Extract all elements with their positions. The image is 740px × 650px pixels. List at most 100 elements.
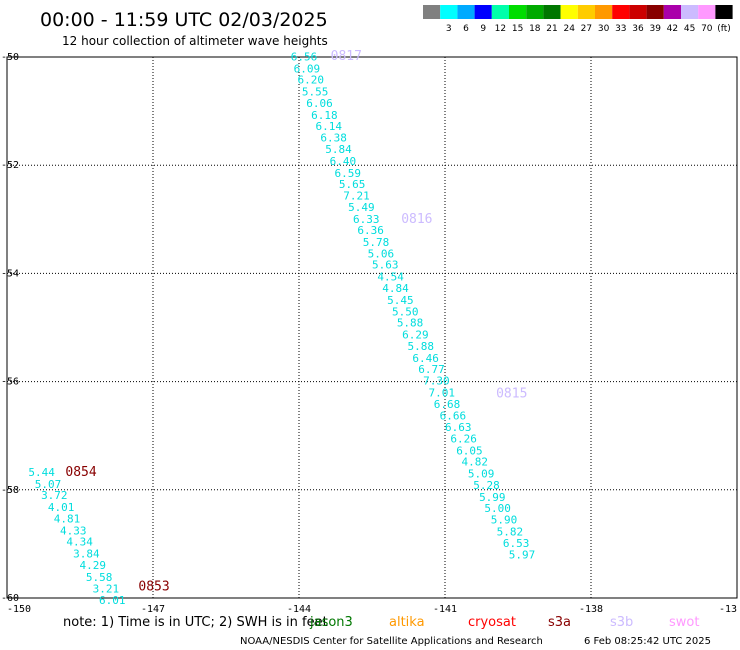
legend-swatch <box>629 5 647 19</box>
legend-swatch <box>543 5 561 19</box>
swh-value: 6.63 <box>445 421 472 434</box>
legend-swatch <box>491 5 509 19</box>
swh-value: 6.14 <box>316 120 343 133</box>
pass-time-label: 0853 <box>138 580 169 595</box>
swh-value: 5.90 <box>491 514 518 527</box>
swh-value: 6.56 <box>291 50 318 63</box>
swh-value: 6.53 <box>503 537 530 550</box>
pass-time-label: 0854 <box>65 465 96 480</box>
swh-value: 4.33 <box>60 524 86 537</box>
legend-label: 36 <box>632 24 644 34</box>
swh-value: 6.40 <box>330 155 357 168</box>
legend-swatch <box>440 5 458 19</box>
satellite-legend-jason3: jason3 <box>309 615 353 630</box>
y-tick-label: -54 <box>1 268 19 279</box>
swh-value: 6.29 <box>402 329 429 342</box>
swh-value: 5.49 <box>348 201 375 214</box>
legend-label: 42 <box>667 24 678 34</box>
legend-swatch <box>612 5 630 19</box>
swh-value: 4.54 <box>377 271 404 284</box>
legend-label: 27 <box>581 24 592 34</box>
swh-value: 5.63 <box>372 259 399 272</box>
color-legend: 3 6 9 12 15 18 21 24 27 30 33 36 39 42 45 70 (ft) <box>423 5 733 34</box>
swh-value: 7.21 <box>343 189 370 202</box>
swh-value: 3.21 <box>93 582 120 595</box>
swh-value: 5.50 <box>392 305 419 318</box>
swh-value: 6.20 <box>298 74 325 87</box>
legend-label: 39 <box>649 24 661 34</box>
chart-subtitle: 12 hour collection of altimeter wave hei… <box>62 34 328 48</box>
satellite-legend: jason3 altika cryosat s3a s3b swot <box>309 615 699 630</box>
legend-label: 9 <box>480 24 486 34</box>
legend-swatch <box>423 5 441 19</box>
swh-value: 4.81 <box>54 512 81 525</box>
pass-time-label: 0815 <box>496 387 527 402</box>
swh-value: 6.66 <box>440 410 467 423</box>
legend-swatch <box>560 5 578 19</box>
legend-swatch <box>646 5 664 19</box>
y-tick-label: -58 <box>1 485 19 496</box>
swh-value: 4.29 <box>80 559 107 572</box>
grid-lines <box>7 57 737 598</box>
swh-value: 5.55 <box>302 86 329 99</box>
x-tick-label: -150 <box>7 604 31 615</box>
legend-label: 15 <box>512 24 523 34</box>
pass-time-label: 0816 <box>401 212 432 227</box>
legend-label: 33 <box>615 24 626 34</box>
legend-label: 3 <box>446 24 452 34</box>
legend-label: 70 <box>701 24 713 34</box>
legend-label: 24 <box>563 24 575 34</box>
footer: note: 1) Time is in UTC; 2) SWH is in fe… <box>63 615 711 647</box>
swh-value: 4.84 <box>382 282 409 295</box>
y-tick-label: -60 <box>1 593 19 604</box>
swh-value: 7.01 <box>428 386 455 399</box>
legend-label: 6 <box>463 24 469 34</box>
satellite-legend-swot: swot <box>669 615 699 630</box>
swh-value: 3.72 <box>41 489 68 502</box>
swh-values: 6.566.096.205.556.066.186.146.385.846.40… <box>28 50 535 607</box>
legend-swatch <box>509 5 527 19</box>
y-tick-labels: -50 -52 -54 -56 -58 -60 <box>1 52 19 604</box>
plot-frame <box>6 56 738 599</box>
x-tick-label: -147 <box>141 604 165 615</box>
swh-value: 6.59 <box>335 167 362 180</box>
legend-label: 45 <box>684 24 695 34</box>
swh-value: 6.18 <box>311 109 338 122</box>
legend-swatch <box>526 5 544 19</box>
swh-value: 6.05 <box>456 444 483 457</box>
swh-value: 5.99 <box>479 491 506 504</box>
legend-swatch <box>715 5 733 19</box>
legend-swatch <box>698 5 716 19</box>
swh-value: 5.78 <box>363 236 390 249</box>
swh-value: 5.44 <box>28 466 55 479</box>
legend-swatch <box>457 5 475 19</box>
x-tick-label: -141 <box>433 604 457 615</box>
swh-value: 7.30 <box>423 375 450 388</box>
plot-area: -50-52-54-56-58-60 -150 -147 -144 -141 -138-… <box>1 49 738 615</box>
swh-value: 5.28 <box>473 479 500 492</box>
swh-value: 4.82 <box>462 456 489 469</box>
legend-swatch <box>681 5 699 19</box>
swh-value: 5.58 <box>86 571 113 584</box>
pass-time-label: 0817 <box>331 49 362 64</box>
y-tick-label: -52 <box>1 160 19 171</box>
legend-label: 18 <box>529 24 541 34</box>
x-tick-labels: -150 -147 -144 -141 -138 -13 <box>7 604 737 615</box>
swh-value: 5.88 <box>397 317 424 330</box>
y-tick-label: -50 <box>1 52 19 63</box>
legend-swatch <box>663 5 681 19</box>
x-tick-label: -138 <box>579 604 603 615</box>
footer-note: note: 1) Time is in UTC; 2) SWH is in fe… <box>63 615 328 630</box>
satellite-legend-altika: altika <box>389 615 425 630</box>
swh-value: 4.01 <box>48 501 75 514</box>
swh-value: 6.36 <box>357 224 384 237</box>
x-tick-label: -144 <box>287 604 311 615</box>
legend-label: (ft) <box>717 24 731 34</box>
swh-value: 5.84 <box>325 143 352 156</box>
legend-swatch <box>595 5 613 19</box>
swh-value: 6.46 <box>412 352 439 365</box>
pass-time-labels: 0817 0816 0815 0854 0853 <box>65 49 527 595</box>
legend-swatch <box>577 5 595 19</box>
swh-value: 5.88 <box>408 340 435 353</box>
